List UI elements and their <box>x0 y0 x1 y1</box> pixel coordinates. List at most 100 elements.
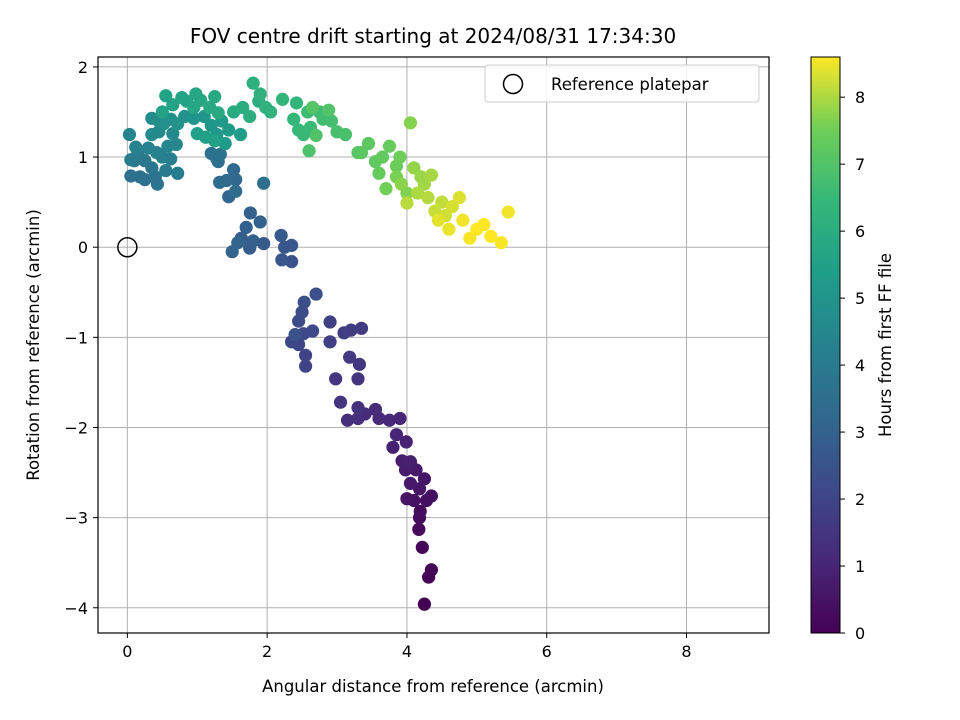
data-point <box>159 163 173 178</box>
data-point <box>351 372 365 386</box>
data-point <box>274 228 288 243</box>
data-point <box>501 205 515 219</box>
data-point <box>171 166 185 180</box>
y-tick-label: 0 <box>78 238 88 257</box>
data-point <box>337 326 351 340</box>
data-point <box>302 144 316 158</box>
data-point <box>338 127 353 142</box>
data-point <box>309 128 323 143</box>
data-point <box>257 176 271 190</box>
x-axis-label: Angular distance from reference (arcmin) <box>262 677 604 696</box>
data-point <box>323 315 337 329</box>
data-point <box>159 89 173 103</box>
data-point <box>394 177 408 191</box>
data-point <box>368 402 383 417</box>
data-point <box>351 401 365 415</box>
reference-marker-layer <box>117 236 138 258</box>
y-tick-label: −2 <box>64 418 88 437</box>
data-point <box>187 111 201 125</box>
data-point <box>275 253 289 267</box>
data-point <box>305 100 320 115</box>
data-point <box>222 123 236 137</box>
data-point <box>393 411 407 426</box>
data-point <box>239 220 253 234</box>
data-point <box>333 395 348 409</box>
data-point <box>445 200 459 214</box>
reference-platepar-marker <box>117 236 138 258</box>
data-point <box>379 182 393 196</box>
data-point <box>403 476 418 490</box>
colorbar-tick-label: 4 <box>855 356 865 375</box>
y-tick-label: −4 <box>64 599 88 618</box>
data-point <box>138 172 152 187</box>
data-point <box>323 335 337 349</box>
data-point <box>424 168 439 182</box>
data-point <box>287 112 301 126</box>
data-point <box>361 136 376 151</box>
plot-frame <box>97 56 770 634</box>
data-point <box>415 540 429 554</box>
data-point <box>382 413 397 427</box>
data-point <box>324 114 339 128</box>
data-point <box>213 175 227 189</box>
data-point <box>372 166 386 180</box>
data-point <box>155 105 169 119</box>
chart-title: FOV centre drift starting at 2024/08/31 … <box>190 24 676 48</box>
data-point <box>484 229 498 243</box>
data-point <box>435 195 449 209</box>
data-point <box>351 411 365 426</box>
data-point <box>253 87 267 101</box>
colorbar-tick-label: 7 <box>855 155 865 174</box>
data-point <box>494 236 508 250</box>
data-point <box>229 184 243 198</box>
data-point <box>340 413 355 427</box>
data-point <box>403 455 418 469</box>
data-point <box>421 191 435 205</box>
data-point <box>424 563 439 577</box>
data-point <box>122 127 137 142</box>
data-point <box>246 234 260 248</box>
data-point <box>145 127 159 142</box>
data-point <box>431 213 445 227</box>
data-point <box>417 597 432 611</box>
data-point <box>343 350 357 364</box>
data-point <box>257 236 271 251</box>
x-tick-label: 2 <box>262 642 272 661</box>
data-point <box>400 492 414 506</box>
data-point <box>285 238 299 252</box>
colorbar-gradient <box>810 56 841 634</box>
data-point <box>298 348 313 362</box>
data-point <box>208 90 222 104</box>
legend: Reference platepar <box>484 64 760 103</box>
x-tick-label: 6 <box>542 642 552 661</box>
data-point <box>322 103 336 117</box>
data-point <box>463 231 477 245</box>
y-tick-label: 1 <box>78 148 88 167</box>
legend-label-reference: Reference platepar <box>551 75 709 94</box>
data-point <box>412 522 426 536</box>
data-point <box>236 100 250 115</box>
data-point <box>400 196 414 210</box>
scatter-points <box>122 76 515 611</box>
y-tick-label: −1 <box>64 328 88 347</box>
colorbar-tick-label: 8 <box>855 88 865 107</box>
data-point <box>169 137 183 152</box>
data-point <box>189 87 203 101</box>
data-point <box>417 472 432 486</box>
data-point <box>424 489 439 503</box>
colorbar-tick-label: 0 <box>855 624 865 643</box>
data-point <box>329 372 343 386</box>
data-point <box>243 206 257 220</box>
colorbar-tick-label: 6 <box>855 222 865 241</box>
x-axis-ticks: 0 2 4 6 8 <box>122 633 692 661</box>
data-point <box>297 295 311 309</box>
y-axis-label: Rotation from reference (arcmin) <box>24 209 43 481</box>
data-point <box>375 150 390 164</box>
plot-background <box>98 57 769 633</box>
x-tick-label: 4 <box>402 642 412 661</box>
data-point <box>403 116 418 130</box>
data-point <box>275 92 290 106</box>
data-point <box>166 98 180 112</box>
colorbar: 0 1 2 3 4 5 6 7 8 Hours from first FF file <box>810 56 895 643</box>
